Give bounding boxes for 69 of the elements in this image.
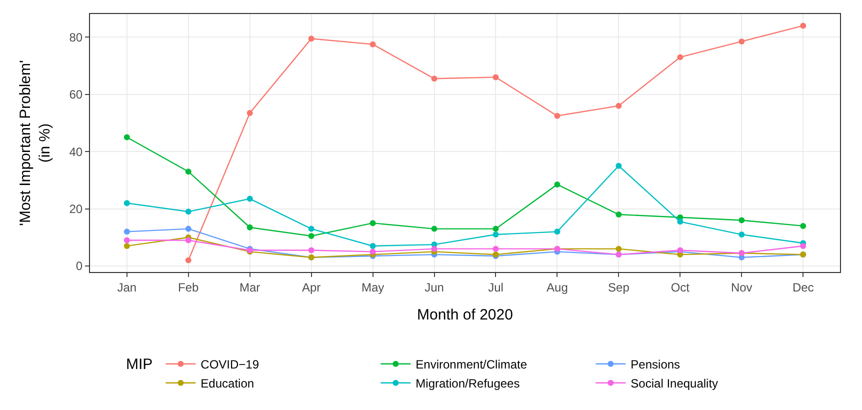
- point: [124, 134, 130, 140]
- point: [124, 228, 130, 235]
- legend-label: Social Inequality: [630, 376, 718, 391]
- y-tick-label: 0: [76, 259, 83, 274]
- point: [492, 226, 499, 232]
- point: [616, 212, 622, 218]
- point: [431, 226, 438, 232]
- point: [308, 247, 314, 254]
- point: [554, 228, 560, 235]
- legend-label: Education: [200, 376, 254, 391]
- x-tick-label: Apr: [302, 280, 321, 294]
- point: [738, 232, 745, 238]
- point: [185, 168, 192, 175]
- x-tick-label: Jun: [424, 280, 444, 294]
- x-tick-label: Oct: [670, 280, 690, 294]
- point: [677, 54, 684, 60]
- x-tick-label: Dec: [792, 280, 814, 294]
- legend-label: Environment/Climate: [416, 358, 528, 372]
- y-tick-label: 20: [69, 202, 83, 216]
- x-tick-label: Feb: [178, 280, 200, 294]
- point: [185, 257, 192, 264]
- point: [308, 232, 314, 239]
- legend-label: Pensions: [630, 358, 680, 372]
- point: [185, 237, 192, 244]
- point: [185, 226, 192, 232]
- x-tick-label: Jan: [117, 280, 137, 294]
- legend-label: Migration/Refugees: [416, 376, 520, 391]
- point: [431, 246, 438, 252]
- point: [308, 36, 314, 42]
- x-tick-label: Aug: [546, 280, 568, 294]
- point: [308, 226, 314, 232]
- legend-title: MIP: [126, 356, 153, 373]
- point: [124, 237, 130, 244]
- point: [492, 232, 499, 238]
- point: [124, 242, 130, 249]
- point: [492, 74, 499, 80]
- x-axis-title: Month of 2020: [417, 306, 513, 324]
- point: [800, 22, 806, 29]
- x-tick-label: Mar: [240, 280, 260, 294]
- point: [370, 41, 376, 48]
- point: [616, 246, 622, 252]
- point: [616, 102, 622, 109]
- x-tick-label: May: [361, 280, 384, 294]
- point: [554, 112, 560, 119]
- point: [738, 217, 745, 224]
- y-tick-label: 80: [69, 30, 83, 44]
- point: [246, 196, 253, 202]
- point: [431, 76, 438, 82]
- point: [370, 242, 376, 249]
- x-tick-label: Sep: [608, 280, 630, 294]
- point: [246, 224, 253, 230]
- point: [554, 181, 560, 188]
- point: [677, 218, 684, 225]
- x-tick-label: Jul: [488, 280, 504, 294]
- x-tick-label: Nov: [730, 280, 752, 294]
- point: [185, 208, 192, 215]
- point: [800, 242, 806, 249]
- y-axis-title: 'Most Important Problem' (in %): [16, 60, 54, 226]
- point: [800, 222, 806, 229]
- point: [738, 38, 745, 44]
- y-tick-label: 60: [69, 88, 83, 102]
- point: [246, 110, 253, 116]
- point: [124, 200, 130, 206]
- legend-label: COVID−19: [200, 358, 260, 372]
- point: [616, 162, 622, 169]
- point: [370, 248, 376, 255]
- point: [370, 220, 376, 226]
- y-tick-label: 40: [69, 144, 83, 159]
- point: [492, 246, 499, 252]
